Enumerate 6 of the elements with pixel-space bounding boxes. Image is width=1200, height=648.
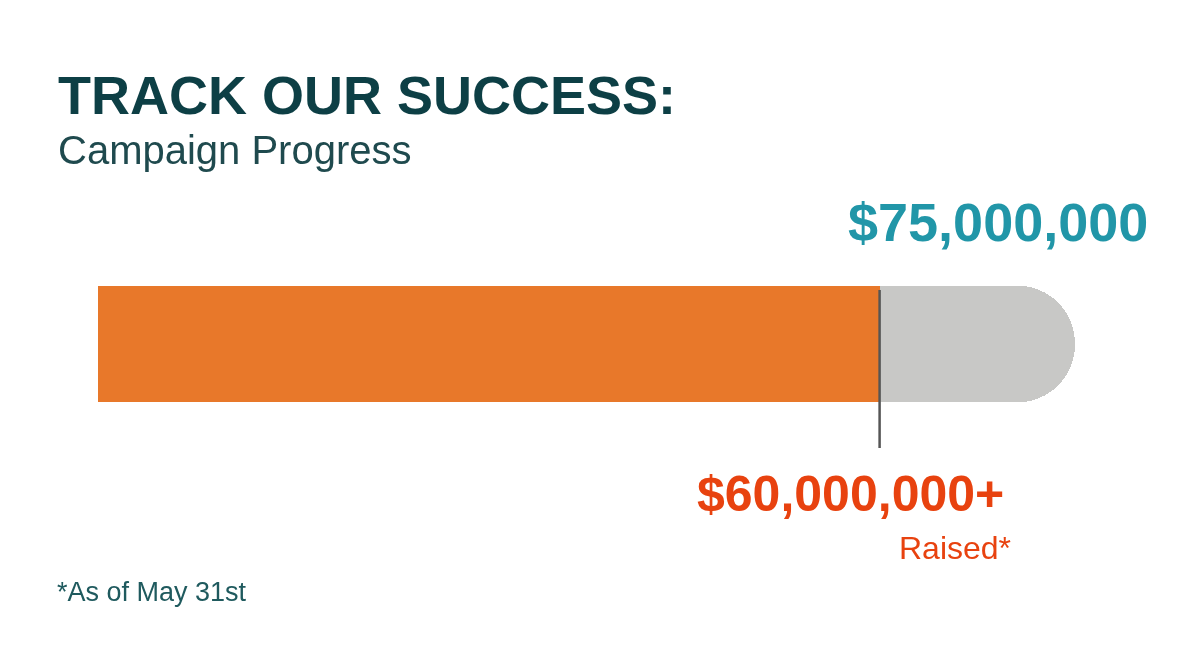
text: *As of May 31st	[57, 577, 247, 607]
chart-title: TRACK OUR SUCCESS:	[58, 64, 677, 125]
text: $60,000,000+	[697, 466, 1005, 522]
text: $75,000,000	[848, 192, 1149, 252]
text: Raised*	[899, 530, 1012, 566]
chart-subtitle: Campaign Progress	[58, 128, 412, 172]
